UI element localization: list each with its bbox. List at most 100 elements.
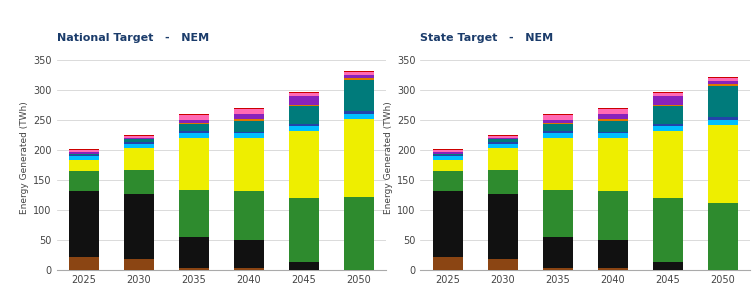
Bar: [653, 92, 683, 93]
Bar: [344, 80, 374, 111]
Bar: [124, 194, 154, 259]
Bar: [433, 154, 463, 155]
Bar: [488, 142, 518, 144]
Bar: [598, 138, 628, 191]
Bar: [598, 132, 628, 133]
Bar: [124, 135, 154, 136]
Bar: [488, 135, 518, 136]
Bar: [124, 170, 154, 194]
Bar: [433, 171, 463, 191]
Bar: [488, 136, 518, 138]
Bar: [234, 109, 264, 114]
Bar: [69, 149, 100, 150]
Bar: [344, 197, 374, 270]
Bar: [653, 126, 683, 131]
Bar: [179, 133, 209, 138]
Bar: [543, 138, 573, 190]
Bar: [433, 155, 463, 156]
Bar: [289, 262, 319, 270]
Bar: [543, 190, 573, 237]
Bar: [543, 123, 573, 124]
Bar: [234, 114, 264, 119]
Bar: [344, 78, 374, 80]
Bar: [179, 114, 209, 115]
Bar: [179, 123, 209, 124]
Bar: [234, 240, 264, 268]
Bar: [543, 237, 573, 268]
Bar: [433, 150, 463, 152]
Bar: [124, 136, 154, 138]
Bar: [289, 106, 319, 124]
Bar: [179, 115, 209, 120]
Bar: [69, 150, 100, 152]
Bar: [124, 139, 154, 142]
Bar: [344, 72, 374, 75]
Bar: [179, 120, 209, 123]
Bar: [653, 93, 683, 96]
Bar: [707, 81, 738, 84]
Bar: [543, 268, 573, 270]
Bar: [488, 144, 518, 148]
Bar: [344, 119, 374, 197]
Bar: [653, 96, 683, 105]
Bar: [433, 152, 463, 154]
Bar: [653, 131, 683, 198]
Bar: [124, 144, 154, 148]
Bar: [707, 203, 738, 270]
Bar: [653, 198, 683, 262]
Bar: [289, 124, 319, 126]
Y-axis label: Energy Generated (TWh): Energy Generated (TWh): [20, 101, 29, 214]
Bar: [179, 124, 209, 131]
Bar: [69, 191, 100, 257]
Bar: [707, 86, 738, 117]
Bar: [234, 119, 264, 121]
Text: National Target   -   NEM: National Target - NEM: [57, 33, 209, 43]
Bar: [488, 194, 518, 259]
Bar: [488, 170, 518, 194]
Bar: [433, 191, 463, 257]
Bar: [433, 257, 463, 270]
Bar: [69, 155, 100, 156]
Bar: [124, 148, 154, 170]
Bar: [69, 156, 100, 160]
Bar: [234, 132, 264, 133]
Bar: [598, 108, 628, 109]
Text: State Target   -   NEM: State Target - NEM: [421, 33, 553, 43]
Bar: [653, 262, 683, 270]
Bar: [707, 77, 738, 78]
Bar: [707, 125, 738, 203]
Bar: [124, 142, 154, 144]
Bar: [433, 149, 463, 150]
Bar: [179, 268, 209, 270]
Bar: [124, 259, 154, 270]
Bar: [344, 75, 374, 78]
Bar: [543, 114, 573, 115]
Bar: [598, 114, 628, 119]
Bar: [289, 96, 319, 105]
Bar: [488, 138, 518, 139]
Bar: [69, 152, 100, 154]
Y-axis label: Energy Generated (TWh): Energy Generated (TWh): [384, 101, 393, 214]
Bar: [234, 133, 264, 138]
Bar: [289, 93, 319, 96]
Bar: [598, 119, 628, 121]
Bar: [598, 121, 628, 132]
Bar: [543, 124, 573, 131]
Bar: [543, 131, 573, 133]
Bar: [234, 121, 264, 132]
Bar: [488, 259, 518, 270]
Text: State: State: [392, 17, 437, 32]
Bar: [707, 120, 738, 125]
Bar: [234, 108, 264, 109]
Bar: [234, 191, 264, 240]
Bar: [179, 190, 209, 237]
Bar: [344, 114, 374, 119]
Bar: [69, 160, 100, 171]
Bar: [433, 160, 463, 171]
Text: National: National: [15, 17, 85, 32]
Bar: [488, 148, 518, 170]
Bar: [124, 138, 154, 139]
Bar: [488, 139, 518, 142]
Bar: [598, 191, 628, 240]
Bar: [543, 133, 573, 138]
